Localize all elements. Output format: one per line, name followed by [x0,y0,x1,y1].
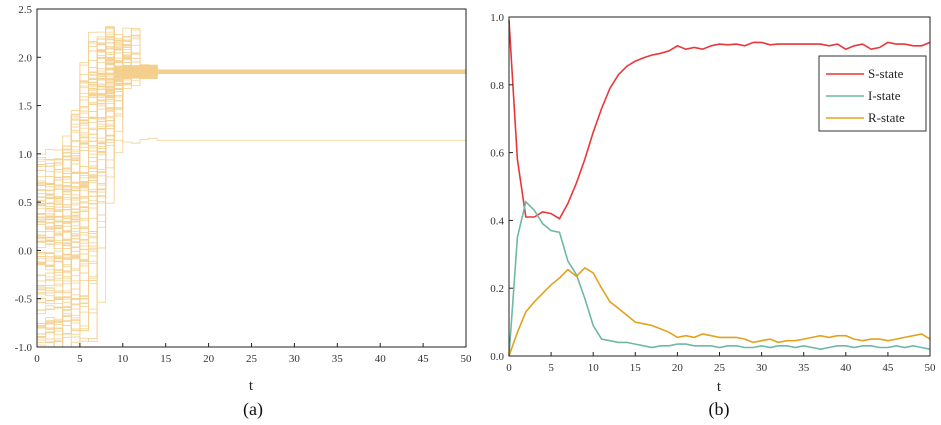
y-tick-label: 2.0 [18,52,32,64]
x-tick-label: 40 [840,362,852,374]
x-tick-label: 30 [289,353,301,365]
x-tick-label: 0 [506,362,512,374]
panel-a-series-line [37,51,466,262]
panel-a-x-ticks: 0 5 10 15 20 25 30 35 40 45 50 [34,343,472,365]
x-tick-label: 15 [160,353,172,365]
panel-b-x-axis-label: t [717,379,722,395]
panel-a-y-ticks: -1.0 -0.5 0.0 0.5 1.0 1.5 2.0 2.5 [15,4,41,354]
panel-a-series-line [37,48,466,337]
panel-a-series-line [37,28,466,204]
y-tick-label: 0.8 [490,80,504,92]
x-tick-label: 10 [588,362,600,374]
legend-label-r-state: R-state [868,110,905,125]
x-tick-label: 5 [548,362,554,374]
panel-a-series-line [37,40,466,228]
panel-a-series-line [37,27,466,303]
x-tick-label: 45 [882,362,894,374]
y-tick-label: 1.0 [490,12,504,24]
x-tick-label: 10 [117,353,129,365]
panel-a-series-line [37,64,466,348]
series-line-i-state [508,200,931,357]
panel-a-series-line [37,61,466,186]
series-line-s-state [508,20,931,220]
panel-a-series-line [37,72,466,348]
panel-a-series-line [37,68,466,277]
panel-b-y-ticks: 0.0 0.2 0.4 0.6 0.8 1.0 [490,12,513,363]
panel-a-series-line [37,65,466,184]
panel-a-caption: (a) [243,399,263,420]
panel-a-series-line [37,37,466,287]
panel-b-x-ticks: 0 5 10 15 20 25 30 35 40 45 50 [506,352,936,374]
panel-a-series-line [37,68,466,348]
panel-a-series-line [37,65,466,282]
panel-a-series-line [37,67,466,268]
panel-a-series-line [37,38,466,192]
panel-a-series-line [37,53,466,241]
panel-a-chart: 0 5 10 15 20 25 30 35 40 45 50 -1.0 -0.5 0.0 0.5 1.0 1.… [15,4,472,420]
x-tick-label: 40 [375,353,387,365]
y-tick-label: 0.5 [18,197,32,209]
panel-a-series-line [37,65,466,307]
y-tick-label: -0.5 [15,294,33,306]
panel-a-series-line [37,37,466,194]
panel-a-series-line [37,61,466,199]
x-tick-label: 50 [461,353,473,365]
x-tick-label: 5 [77,353,83,365]
panel-a-x-axis-label: t [249,378,254,394]
y-tick-label: 0.6 [490,148,504,160]
panel-a-series-line [37,26,466,244]
y-tick-label: -1.0 [15,342,33,354]
x-tick-label: 30 [756,362,768,374]
x-tick-label: 45 [418,353,430,365]
series-line-r-state [508,266,931,357]
x-tick-label: 15 [630,362,642,374]
y-tick-label: 2.5 [18,4,32,16]
x-tick-label: 35 [332,353,344,365]
x-tick-label: 35 [798,362,810,374]
panel-a-series-line [37,49,466,338]
panel-b-legend: S-state I-state R-state [818,55,927,132]
x-tick-label: 50 [925,362,937,374]
panel-a-series-line [37,39,466,202]
x-tick-label: 0 [34,353,40,365]
panel-a-series-line [37,52,466,185]
legend-label-i-state: I-state [868,88,901,103]
y-tick-label: 0.0 [18,245,32,257]
panel-a-series-line [37,39,466,223]
panel-a-series-line [37,93,466,199]
x-tick-label: 20 [203,353,215,365]
panel-a-series-line [37,68,466,331]
y-tick-label: 0.0 [490,351,504,363]
panel-a-series-line [37,52,466,313]
panel-a-series-line [37,61,466,261]
panel-a-plot-frame [36,8,467,348]
y-tick-label: 1.5 [18,101,32,113]
panel-a-series-line [37,29,466,334]
legend-label-s-state: S-state [868,66,904,81]
panel-b-chart: 0 5 10 15 20 25 30 35 40 45 50 0.00.20.40.60.81.0 … [490,12,936,420]
panel-a-series-line [37,48,466,327]
panel-a-series-group [37,26,466,348]
x-tick-label: 25 [714,362,726,374]
panel-a-series-line [37,39,466,315]
panel-b-series-group [508,20,931,357]
x-tick-label: 20 [672,362,684,374]
x-tick-label: 25 [246,353,258,365]
panel-b-caption: (b) [709,399,730,420]
panel-a-series-line [37,34,466,266]
y-tick-label: 0.4 [490,215,504,227]
y-tick-label: 0.2 [490,283,504,295]
y-tick-label: 1.0 [18,149,32,161]
